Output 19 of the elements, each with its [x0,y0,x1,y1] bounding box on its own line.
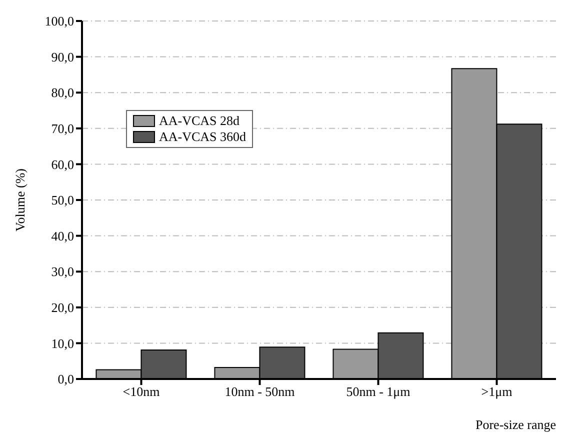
y-tick-label: 70,0 [51,121,74,136]
y-tick-label: 100,0 [44,14,74,29]
x-axis-title: Pore-size range [476,417,556,432]
x-tick-label: >1μm [481,384,512,400]
y-axis-title: Volume (%) [12,168,28,232]
y-tick-label: 10,0 [51,336,74,351]
y-tick-label: 50,0 [51,192,74,208]
y-tick-label: 40,0 [51,228,74,244]
legend-label: AA-VCAS 360d [159,129,246,145]
x-tick-label: <10nm [122,384,160,400]
y-tick-label: 30,0 [51,264,74,280]
y-tick-label: 20,0 [51,300,74,316]
y-tick-label: 0,0 [58,372,74,387]
y-tick-label: 60,0 [51,156,74,172]
legend-label: AA-VCAS 28d [159,113,240,129]
x-tick-label: 10nm - 50nm [224,384,295,400]
y-tick-label: 80,0 [51,85,74,100]
x-tick-label: 50nm - 1μm [346,384,410,400]
y-tick-label: 90,0 [51,49,74,64]
